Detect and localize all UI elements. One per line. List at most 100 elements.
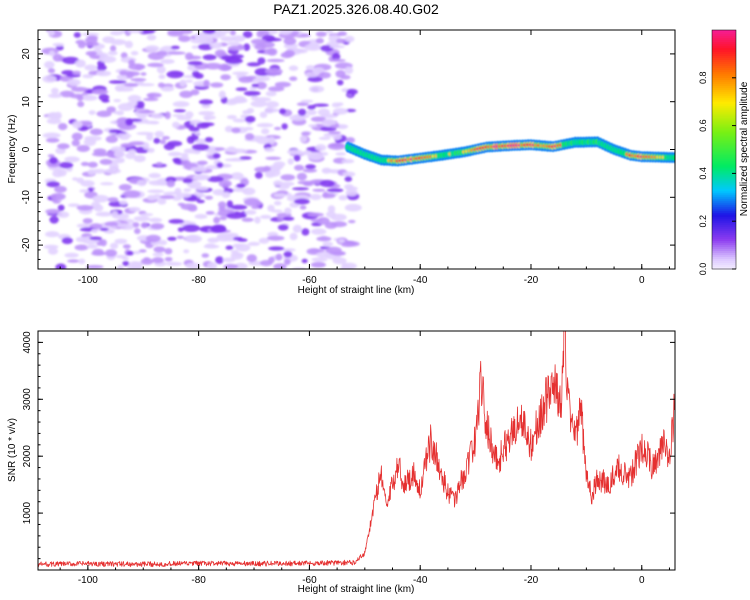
noise-blob [67,259,80,263]
colorbar-cell [712,197,736,200]
noise-blob [258,237,270,244]
noise-blob [123,190,141,199]
noise-blob [154,130,165,138]
noise-blob [226,200,234,208]
noise-blob [113,150,125,158]
noise-blob [297,108,307,116]
colorbar-cell [712,217,736,220]
noise-blob [88,110,96,115]
noise-blob [87,161,98,168]
noise-blob [99,55,117,63]
colorbar-cell [712,209,736,212]
colorbar-cell [712,95,736,99]
colorbar-cell [712,225,736,228]
noise-blob [310,116,326,122]
spectrogram-y-tick-label: -20 [21,237,32,252]
noise-blob [132,222,140,228]
noise-blob [52,169,64,178]
colorbar-cell [712,109,736,113]
noise-blob [110,146,126,153]
noise-blob [303,181,314,187]
noise-blob [48,50,55,57]
noise-blob [172,157,181,163]
noise-blob [173,109,186,113]
colorbar-cell [712,121,736,125]
colorbar-cell [712,219,736,222]
noise-blob [204,62,223,70]
noise-blob [80,161,90,167]
noise-blob [49,216,59,224]
colorbar-cell [712,199,736,202]
noise-blob [307,104,316,110]
noise-blob [244,210,257,215]
colorbar-cell [712,175,736,178]
noise-blob [104,168,122,174]
spectrogram-x-tick-label: 0 [639,275,645,286]
noise-blob [167,140,183,147]
noise-blob [133,250,141,255]
noise-blob [344,184,354,190]
noise-blob [229,30,236,36]
noise-blob [307,76,323,83]
noise-blob [318,71,331,79]
noise-blob [230,204,248,210]
noise-blob [218,179,232,188]
noise-blob [301,228,310,236]
noise-blob [266,101,279,108]
colorbar-cell [712,203,736,206]
noise-blob [100,182,114,186]
noise-blob [61,237,73,245]
noise-blob [165,176,177,183]
noise-blob [259,111,268,119]
noise-blob [204,137,214,143]
noise-blob [130,78,147,82]
colorbar-cell [712,91,736,95]
colorbar-cell [712,235,736,238]
spectrogram-x-tick-label: -40 [413,275,428,286]
noise-blob [249,86,258,91]
noise-blob [243,126,254,131]
noise-blob [330,124,340,129]
noise-blob [71,86,88,92]
noise-blob [300,99,314,104]
noise-blob [315,144,327,152]
noise-blob [79,189,90,193]
noise-blob [99,158,113,165]
noise-blob [320,113,338,119]
noise-blob [110,39,127,46]
colorbar-cell [712,107,736,111]
colorbar-cell [712,93,736,97]
colorbar-cell [712,201,736,204]
noise-blob [150,121,160,125]
snr-y-tick-label: 4000 [22,331,33,354]
noise-blob [64,252,79,258]
snr-series-line [38,331,675,568]
noise-blob [196,199,205,204]
colorbar-cell [712,31,736,35]
noise-blob [294,198,310,205]
colorbar-cell [712,103,736,107]
colorbar-cell [712,189,736,192]
colorbar-cell [712,61,736,65]
noise-blob [296,172,307,181]
noise-blob [91,228,98,233]
noise-blob [206,176,224,183]
noise-blob [172,121,180,129]
noise-blob [201,253,210,258]
noise-blob [72,120,83,129]
colorbar-cell [712,101,736,105]
noise-blob [338,195,348,201]
noise-blob [287,158,294,165]
noise-blob [230,252,244,260]
noise-blob [277,224,289,231]
colorbar-cell [712,45,736,49]
noise-blob [135,64,143,71]
noise-blob [73,32,81,38]
noise-blob [146,133,154,141]
noise-blob [316,217,330,225]
noise-blob [214,147,225,151]
noise-blob [220,36,236,42]
colorbar-cell [712,267,736,270]
noise-blob [106,106,116,113]
noise-blob [325,246,342,254]
